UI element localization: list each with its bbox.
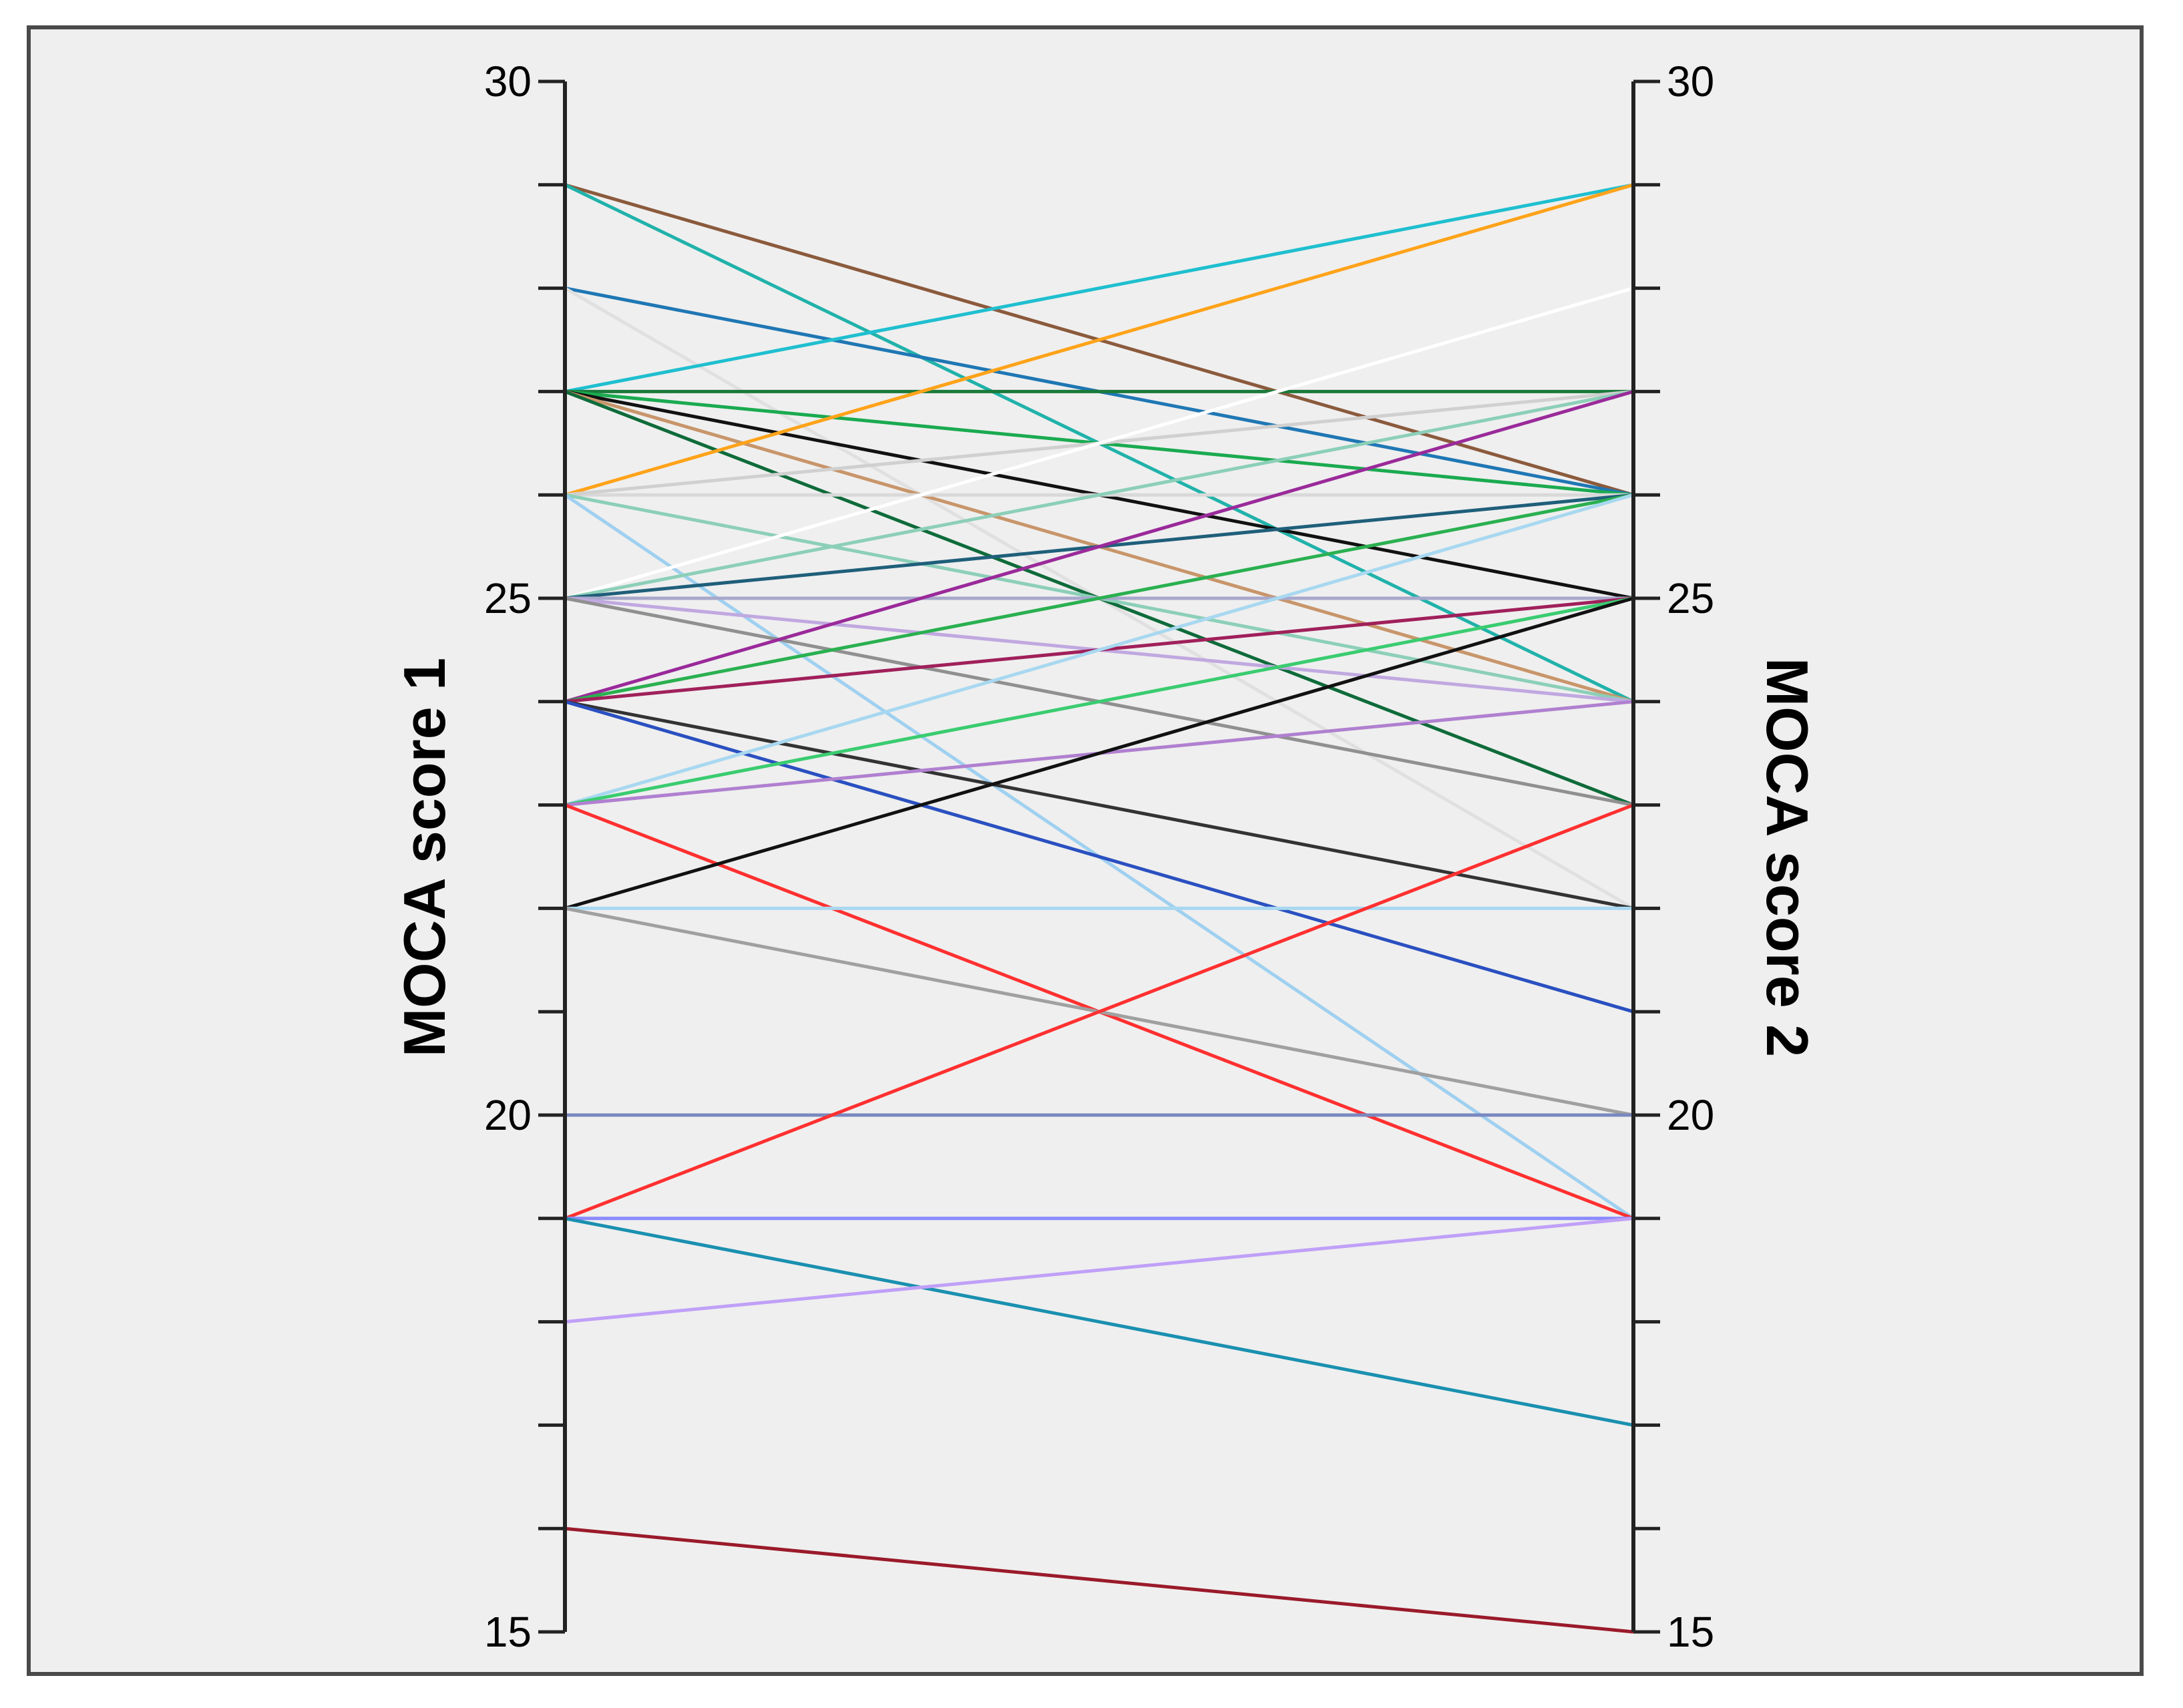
right-axis-tick-label: 15 — [1667, 1608, 1714, 1656]
series-line-35 — [564, 803, 1634, 1221]
series-line-16 — [564, 286, 1634, 600]
series-line-5 — [564, 183, 1634, 393]
left-axis-tick-label: 15 — [484, 1608, 532, 1656]
series-line-38 — [564, 1217, 1634, 1324]
left-axis-title: MOCA score 1 — [391, 658, 457, 1057]
axes: 15 20 25 30 15 20 25 30 — [484, 57, 1714, 1656]
series-line-23 — [564, 493, 1634, 704]
chart-frame: 15 20 25 30 15 20 25 30 MOCA score 1 MOCA score… — [27, 25, 2144, 1676]
series-line-28 — [564, 596, 1634, 807]
series-line-27 — [564, 493, 1634, 807]
series-line-22 — [564, 389, 1634, 704]
right-axis-title: MOCA score 2 — [1754, 658, 1820, 1057]
series-line-11 — [564, 183, 1634, 497]
right-axis-tick-label: 20 — [1667, 1091, 1714, 1139]
series-line-31 — [564, 596, 1634, 910]
right-axis-tick-label: 25 — [1667, 574, 1714, 622]
chart-canvas: 15 20 25 30 15 20 25 30 MOCA score 1 MOCA score… — [391, 57, 1820, 1656]
left-axis-tick-label: 20 — [484, 1091, 532, 1139]
series-line-37 — [564, 1217, 1634, 1427]
series-line-39 — [564, 1526, 1634, 1634]
left-axis-tick-label: 25 — [484, 574, 532, 622]
series-lines — [564, 183, 1635, 1634]
right-axis-tick-label: 30 — [1667, 57, 1714, 105]
series-line-17 — [564, 389, 1634, 600]
series-line-26 — [564, 700, 1634, 1014]
left-axis-tick-label: 30 — [484, 57, 532, 105]
series-line-25 — [564, 700, 1634, 910]
